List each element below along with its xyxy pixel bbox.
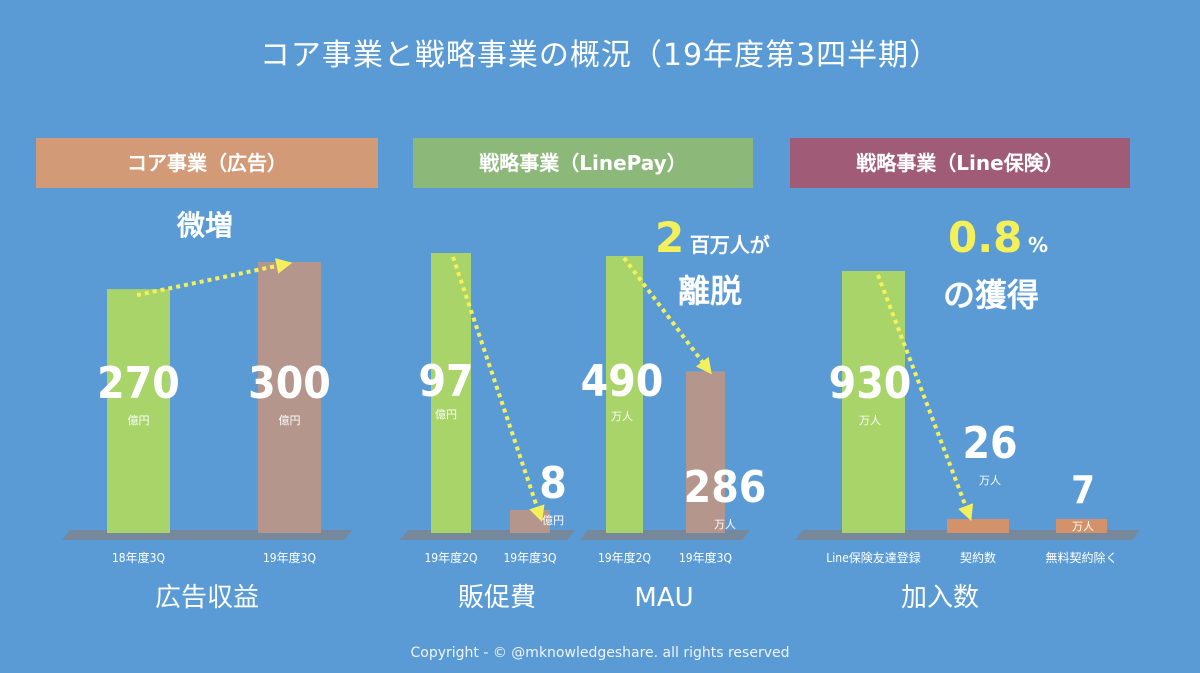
chart-3-value-1: 26 — [962, 418, 1017, 469]
annotation-core: 微増 — [177, 209, 234, 242]
chart-2-unit-0: 万人 — [611, 410, 633, 423]
annotation-mau-unit: 百万人が — [689, 233, 770, 257]
chart-1-value-0: 97 — [418, 356, 473, 407]
copyright: Copyright - © @mknowledgeshare. all righ… — [410, 645, 790, 661]
annotation-ins-percent: % — [1027, 233, 1049, 257]
chart-2-title: MAU — [634, 583, 693, 613]
chart-3-title: 加入数 — [901, 583, 979, 613]
chart-1-bar-0 — [431, 253, 471, 533]
chart-2-value-0: 490 — [581, 356, 664, 407]
chart-3-category-0: Line保険友達登録 — [826, 550, 921, 565]
chart-1-category-1: 19年度3Q — [503, 550, 556, 565]
chart-2-bar-1 — [686, 371, 725, 533]
chart-1-value-1: 8 — [539, 458, 567, 509]
chart-1-title: 販促費 — [458, 583, 536, 613]
chart-3-bar-1 — [947, 519, 1009, 533]
chart-1-category-0: 19年度2Q — [424, 550, 477, 565]
chart-0-value-1: 300 — [248, 358, 331, 409]
section-header-insurance: 戦略事業（Line保険） — [790, 138, 1130, 188]
chart-3-unit-2: 万人 — [1072, 520, 1094, 533]
chart-0-unit-0: 億円 — [128, 414, 150, 427]
chart-1-trend-arrow — [451, 256, 545, 522]
annotation-ins-number: 0.8 — [948, 213, 1023, 262]
chart-0-trend-arrow — [136, 258, 293, 298]
annotation-mau-line1: 2 百万人が — [655, 213, 770, 262]
chart-2-category-0: 19年度2Q — [598, 550, 651, 565]
chart-0-bar-0 — [107, 289, 170, 533]
annotation-ins-line1: 0.8 % — [948, 213, 1048, 262]
chart-0-bar-1 — [258, 262, 321, 533]
chart-3-value-2: 7 — [1071, 468, 1095, 512]
section-header-linepay: 戦略事業（LinePay） — [413, 138, 753, 188]
annotation-mau-line2: 離脱 — [678, 272, 743, 310]
chart-3-unit-1: 万人 — [979, 474, 1001, 487]
chart-0-category-1: 19年度3Q — [263, 550, 316, 565]
section-header-core: コア事業（広告） — [36, 138, 378, 188]
chart-3-bar-2 — [1056, 519, 1107, 533]
chart-3-category-1: 契約数 — [960, 550, 996, 565]
chart-1-unit-0: 億円 — [435, 408, 457, 421]
chart-3-trend-arrow — [876, 274, 974, 521]
chart-0-value-0: 270 — [97, 358, 180, 409]
chart-3-unit-0: 万人 — [859, 414, 881, 427]
chart-1-unit-1: 億円 — [542, 514, 564, 527]
chart-2-category-1: 19年度3Q — [679, 550, 732, 565]
chart-2-unit-1: 万人 — [714, 518, 736, 531]
slide-title: コア事業と戦略事業の概況（19年度第3四半期） — [259, 38, 941, 73]
chart-0-category-0: 18年度3Q — [112, 550, 165, 565]
chart-2-value-1: 286 — [684, 462, 767, 513]
chart-0-title: 広告収益 — [155, 583, 259, 613]
annotation-ins-line2: の獲得 — [943, 276, 1040, 314]
chart-3-category-2: 無料契約除く — [1045, 550, 1117, 565]
chart-0-unit-1: 億円 — [279, 414, 301, 427]
chart-3-value-0: 930 — [829, 358, 912, 409]
annotation-mau-number: 2 — [655, 213, 685, 262]
chart-2-bar-0 — [606, 256, 643, 533]
